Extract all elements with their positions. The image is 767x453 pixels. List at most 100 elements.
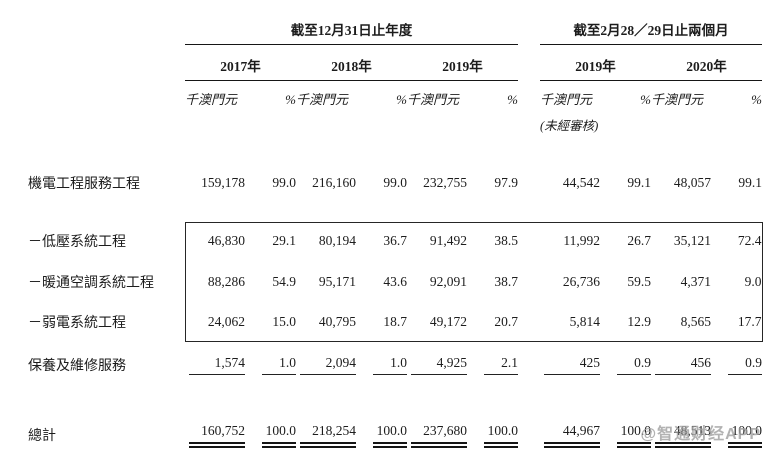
cell: 38.5 (473, 221, 518, 260)
column-gap (518, 168, 540, 198)
spacer-row (28, 383, 762, 417)
cell: 18.7 (362, 303, 407, 342)
cell: 54.9 (272, 273, 296, 289)
empty-cell (651, 110, 762, 134)
cell: 1.0 (362, 347, 407, 383)
spacer-row (28, 198, 762, 222)
cell: 40,795 (296, 303, 362, 342)
cell: 2,094 (296, 347, 362, 383)
row-label: 保養及維修服務 (28, 359, 126, 374)
cell: 0.9 (717, 347, 762, 383)
cell: 99.0 (272, 175, 296, 190)
column-gap (518, 10, 540, 44)
cell: 44,542 (562, 175, 600, 190)
cell: 48,057 (673, 175, 711, 190)
column-gap (518, 303, 540, 342)
cell: 100.0 (606, 417, 651, 453)
year-header-2018: 2018年 (296, 44, 407, 81)
cell: 46,830 (184, 221, 251, 260)
cell: 26,736 (562, 273, 600, 289)
cell: 4,925 (407, 347, 473, 383)
empty-cell (28, 44, 185, 80)
unit-header-row: 千澳門元 % 千澳門元 % 千澳門元 % 千澳門元 % 千澳門元 % (28, 80, 762, 110)
cell: 20.7 (473, 303, 518, 342)
cell: 92,091 (429, 273, 467, 289)
empty-cell (28, 10, 185, 44)
column-gap (518, 110, 540, 134)
cell: 88,286 (184, 260, 251, 303)
row-label: －弱電系統工程 (28, 316, 126, 331)
watermark: @智通财经APP (640, 426, 761, 443)
cell: 26.7 (606, 221, 651, 260)
table-row-total: 總計 160,752 100.0 218,254 100.0 237,680 1… (28, 417, 762, 453)
cell: 43.6 (383, 273, 407, 289)
year-header-2019: 2019年 (407, 44, 518, 81)
unit-label: 千澳門元 (296, 92, 349, 107)
period-header-two-months: 截至2月28／29日止兩個月 (540, 10, 762, 45)
column-gap (518, 260, 540, 303)
unit-label: 千澳門元 (651, 92, 704, 107)
year-header-2017: 2017年 (185, 44, 296, 81)
column-gap (518, 221, 540, 260)
cell: 159,178 (201, 175, 245, 190)
table-row-low-voltage: －低壓系統工程 46,830 29.1 80,194 36.7 91,492 3… (28, 221, 763, 260)
percent-label: % (285, 92, 296, 107)
empty-cell (185, 110, 518, 134)
cell: 8,565 (651, 303, 717, 342)
spacer-row (28, 134, 762, 168)
year-header-row: 2017年 2018年 2019年 2019年 2020年 (28, 44, 762, 81)
cell: 100.0 (473, 417, 518, 453)
unit-label: 千澳門元 (407, 92, 460, 107)
cell: 29.1 (251, 221, 296, 260)
unit-label: 千澳門元 (540, 92, 593, 107)
empty-cell (28, 80, 185, 110)
cell: 1,574 (185, 347, 251, 383)
cell: 11,992 (540, 221, 606, 260)
cell: 0.9 (606, 347, 651, 383)
cell: 35,121 (651, 221, 717, 260)
column-gap (518, 44, 540, 80)
cell: 4,371 (680, 273, 711, 289)
cell: 15.0 (251, 303, 296, 342)
cell: 5,814 (540, 303, 606, 342)
column-gap (518, 80, 540, 110)
table-row-hvac: －暖通空調系統工程 88,286 54.9 95,171 43.6 92,091… (28, 260, 763, 303)
cell: 237,680 (407, 417, 473, 453)
cell: 100.0 (251, 417, 296, 453)
row-label: 機電工程服務工程 (28, 177, 140, 192)
cell: 38.7 (494, 273, 518, 289)
cell: 1.0 (251, 347, 296, 383)
cell: 99.0 (383, 175, 407, 190)
cell: 2.1 (473, 347, 518, 383)
unaudited-note-row: (未經審核) (28, 110, 762, 134)
cell: 91,492 (407, 221, 473, 260)
percent-label: % (507, 92, 518, 107)
table-row-maintenance: 保養及維修服務 1,574 1.0 2,094 1.0 4,925 2.1 42… (28, 347, 762, 383)
cell: 97.9 (494, 175, 518, 190)
cell: 99.1 (627, 175, 651, 190)
cell: 218,254 (296, 417, 362, 453)
percent-label: % (640, 92, 651, 107)
unit-label: 千澳門元 (185, 92, 238, 107)
cell: 49,172 (407, 303, 473, 342)
cell: 99.1 (738, 175, 762, 190)
cell: 24,062 (184, 303, 251, 342)
cell: 456 (651, 347, 717, 383)
cell: 48,513 (651, 417, 717, 453)
cell: 216,160 (312, 175, 356, 190)
percent-label: % (396, 92, 407, 107)
cell: 160,752 (185, 417, 251, 453)
revenue-breakdown-table: 截至12月31日止年度 截至2月28／29日止兩個月 2017年 2018年 2… (28, 10, 763, 453)
row-label: －暖通空調系統工程 (28, 275, 154, 291)
cell: 17.7 (717, 303, 763, 342)
row-label: －低壓系統工程 (28, 235, 126, 250)
cell: 9.0 (717, 260, 763, 303)
cell: 232,755 (423, 175, 467, 190)
empty-cell (28, 110, 185, 134)
cell: 59.5 (627, 273, 651, 289)
cell: 100.0 (362, 417, 407, 453)
cell: 425 (540, 347, 606, 383)
percent-label: % (751, 92, 762, 107)
year-header-2019-interim: 2019年 (540, 44, 651, 81)
